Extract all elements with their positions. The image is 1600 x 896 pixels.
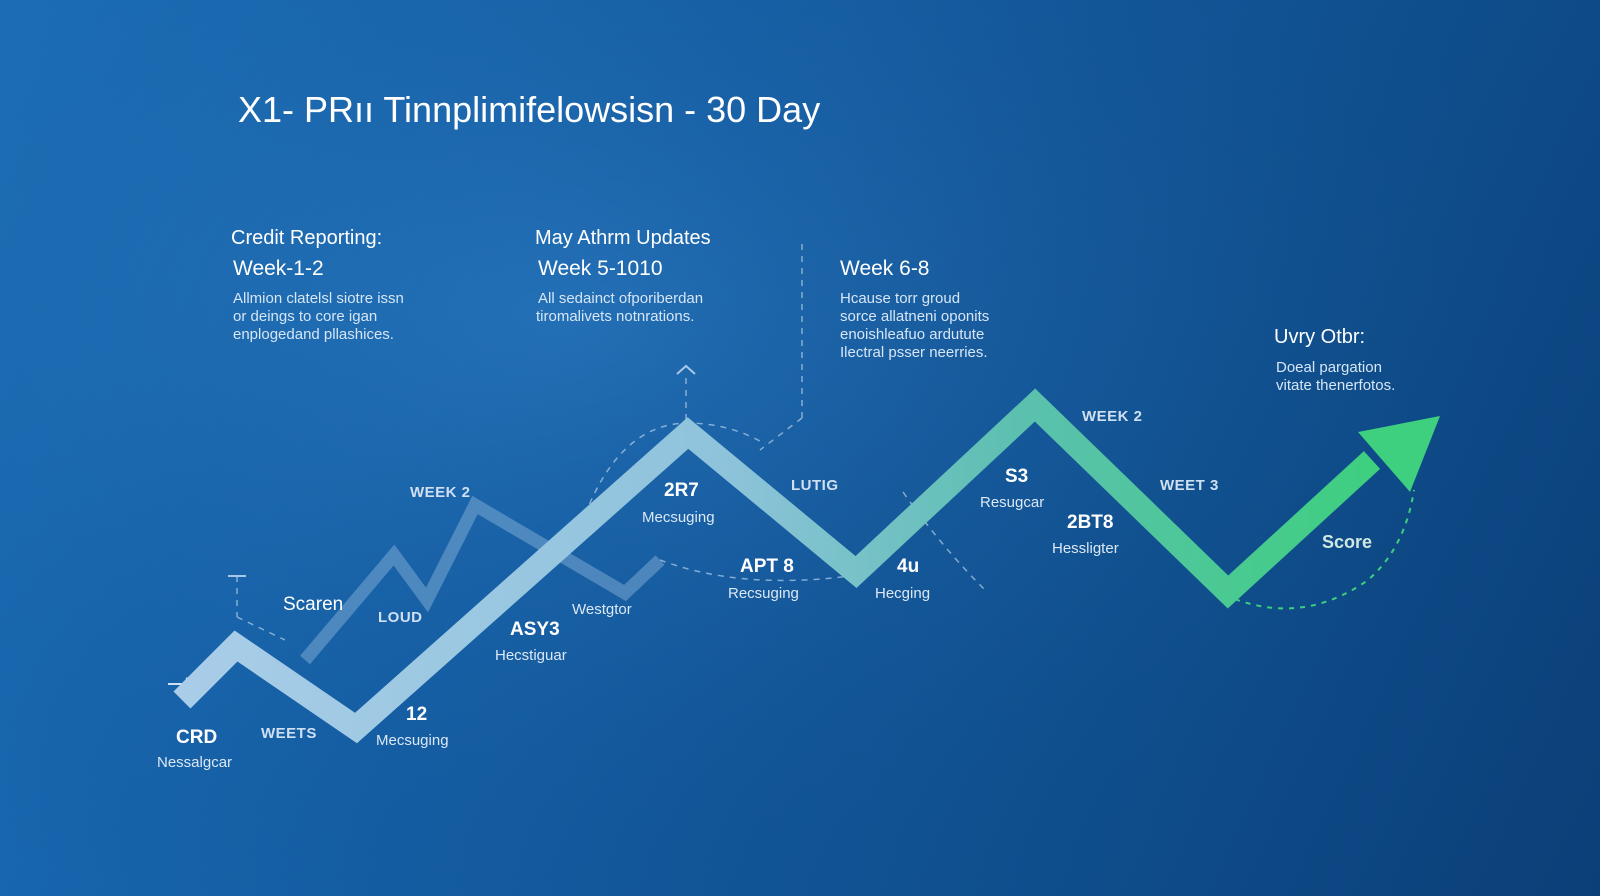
point-8: 2BT8 Hessligter <box>1052 512 1119 557</box>
column-period: Week 5-1010 <box>538 257 663 280</box>
column-line: enoishleafuo ardutute <box>840 326 984 343</box>
week-label: WEET 3 <box>1160 477 1219 494</box>
scaren-label: Scaren <box>283 594 343 615</box>
main-trend-path <box>173 388 1381 744</box>
point-value: 12 <box>406 704 427 725</box>
point-5: APT 8 Recsuging <box>728 556 799 602</box>
column-line: vitate thenerfotos. <box>1276 377 1395 394</box>
point-label: Hessligter <box>1052 540 1119 557</box>
column-week-6-8: Week 6-8 Hcause torr groud sorce allatne… <box>840 257 989 361</box>
point-4: 2R7 Mecsuging <box>642 480 715 526</box>
point-value: 4u <box>897 556 919 577</box>
point-value: 2BT8 <box>1067 512 1113 533</box>
connector-line <box>759 417 803 451</box>
point-label: Hecstiguar <box>495 647 567 664</box>
point-label: Hecging <box>875 585 930 602</box>
column-updates: May Athrm Updates Week 5-1010 All sedain… <box>535 227 711 325</box>
column-other: Uvry Otbr: Doeal pargation vitate thener… <box>1274 326 1395 394</box>
point-label: Mecsuging <box>376 732 449 749</box>
point-label: Resugcar <box>980 494 1044 511</box>
column-line: tiromalivets notnrations. <box>536 308 694 325</box>
arc-guide <box>902 491 986 591</box>
point-value: ASY3 <box>510 619 560 640</box>
arc-guide <box>659 559 851 582</box>
column-heading: May Athrm Updates <box>535 227 711 249</box>
week-label: LOUD <box>378 609 423 626</box>
point-value: APT 8 <box>740 556 794 577</box>
point-value: S3 <box>1005 466 1028 487</box>
column-line: enplogedand pllashices. <box>233 326 394 343</box>
column-heading: Credit Reporting: <box>231 227 382 249</box>
point-value: 2R7 <box>664 480 699 501</box>
point-label: Nessalgcar <box>157 754 232 771</box>
column-line: All sedainct ofporiberdan <box>538 290 703 307</box>
point-label: Mecsuging <box>642 509 715 526</box>
column-credit-reporting: Credit Reporting: Week-1-2 Allmion clate… <box>231 227 404 343</box>
left-guide-connector <box>236 616 286 641</box>
column-line: Ilectral psser neerries. <box>840 344 988 361</box>
column-period: Week 6-8 <box>840 257 930 280</box>
week-label: WEEK 2 <box>410 484 471 501</box>
point-2: 12 Mecsuging <box>376 704 449 749</box>
week-label: WEEK 2 <box>1082 408 1143 425</box>
up-arrow-icon <box>676 364 696 375</box>
column-line: or deings to core igan <box>233 308 377 325</box>
score-label: Score <box>1322 532 1372 552</box>
trend-arrowhead-icon <box>1358 416 1440 492</box>
point-7: S3 Resugcar <box>980 466 1044 511</box>
week-label: WEETS <box>261 725 317 742</box>
column-period: Week-1-2 <box>233 257 324 280</box>
column-line: Hcause torr groud <box>840 290 960 307</box>
point-value: CRD <box>176 727 217 748</box>
point-label: Recsuging <box>728 585 799 602</box>
column-line: sorce allatneni oponits <box>840 308 989 325</box>
point-1: CRD Nessalgcar <box>157 727 232 771</box>
point-3: ASY3 Hecstiguar <box>495 619 567 664</box>
week-label: LUTIG <box>791 477 839 494</box>
westgtor-label: Westgtor <box>572 601 632 618</box>
column-heading: Uvry Otbr: <box>1274 326 1365 348</box>
guide-lines <box>236 244 986 641</box>
point-6: 4u Hecging <box>875 556 930 602</box>
page-title: X1- PRıı Tinnplimifelowsisn - 30 Day <box>238 89 820 130</box>
column-line: Doeal pargation <box>1276 359 1382 376</box>
column-line: Allmion clatelsl siotre issn <box>233 290 404 307</box>
background-trend-path <box>300 495 665 665</box>
